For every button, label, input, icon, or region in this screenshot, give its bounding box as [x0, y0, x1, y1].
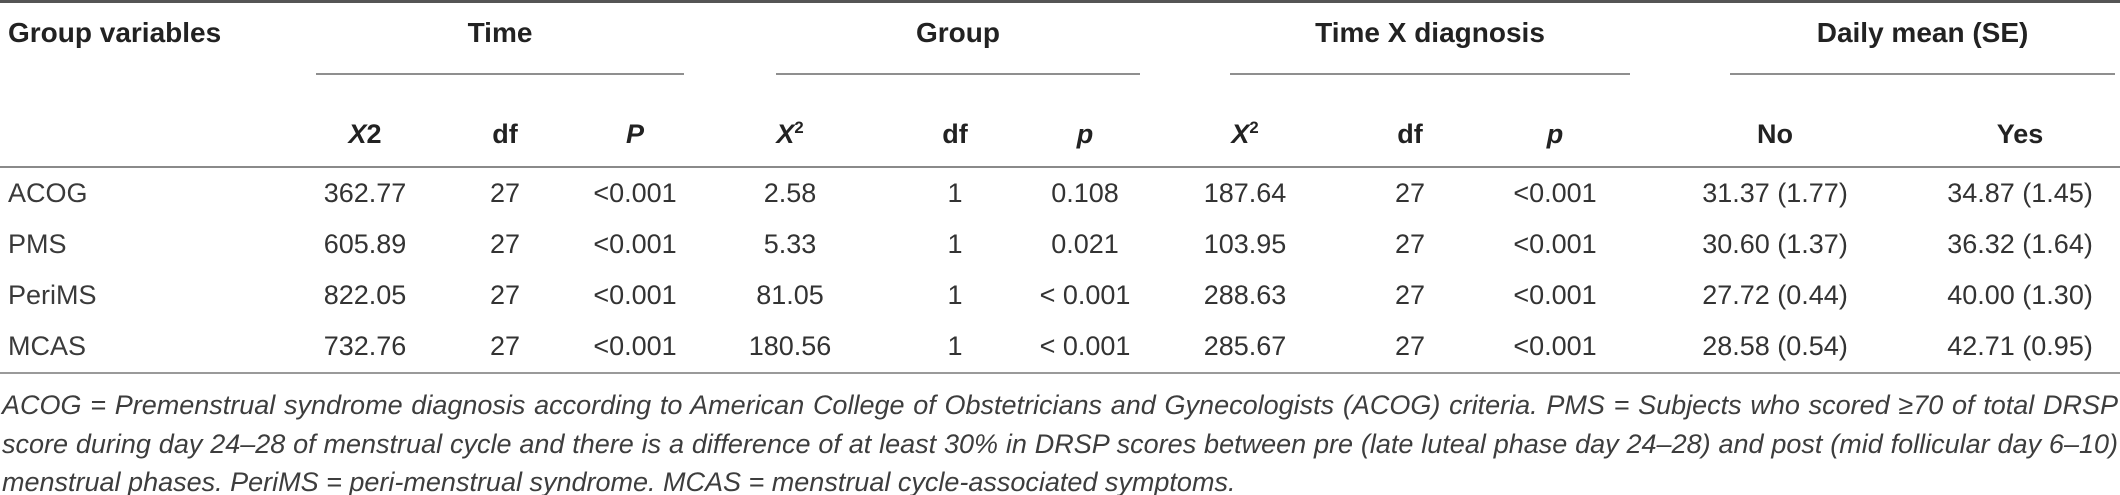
- cell-daily-no: 28.58 (0.54): [1630, 321, 1921, 374]
- cell-time-chi2: 732.76: [300, 321, 430, 374]
- row-label: ACOG: [8, 178, 88, 208]
- column-header-txd-chi2: X2: [1150, 75, 1340, 168]
- group-header-group: Group: [690, 2, 1150, 75]
- cell-time-df: 27: [489, 280, 521, 310]
- cell-time-df: 27: [489, 178, 521, 208]
- table-row-pms: PMS 605.89 27 <0.001 5.33 1 0.021 103.95…: [0, 219, 2120, 270]
- cell-daily-yes: 34.87 (1.45): [1947, 178, 2093, 208]
- cell-txd-p: <0.001: [1513, 178, 1597, 208]
- cell-group-chi2: 5.33: [763, 229, 817, 259]
- row-label: PeriMS: [8, 280, 97, 310]
- cell-group-chi2: 81.05: [756, 280, 824, 310]
- cell-time-p: <0.001: [593, 178, 677, 208]
- subheader-row: X2 df P X2 df p X2 df p No Yes: [0, 75, 2120, 168]
- cell-group-chi2: 180.56: [690, 321, 890, 374]
- cell-time-p: <0.001: [593, 280, 677, 310]
- group-header-time: Time: [300, 2, 690, 75]
- cell-txd-df: 27: [1394, 229, 1426, 259]
- table-row-perims: PeriMS 822.05 27 <0.001 81.05 1 < 0.001 …: [0, 270, 2120, 321]
- cell-txd-p: <0.001: [1480, 321, 1631, 374]
- cell-txd-chi2: 288.63: [1203, 280, 1287, 310]
- cell-daily-no: 31.37 (1.77): [1702, 178, 1848, 208]
- cell-group-df: 1: [947, 280, 963, 310]
- group-header-daily-label: Daily mean (SE): [1816, 17, 2029, 48]
- group-header-row: Group variables Time Group Time X diagno…: [0, 1, 2120, 168]
- cell-txd-chi2: 103.95: [1203, 229, 1287, 259]
- cell-time-df: 27: [430, 321, 580, 374]
- group-header-time-x-diagnosis: Time X diagnosis: [1150, 2, 1631, 75]
- column-header-time-p: P: [580, 75, 690, 168]
- cell-time-df: 27: [489, 229, 521, 259]
- column-header-time-chi2: X2: [300, 75, 430, 168]
- cell-group-df: 1: [947, 229, 963, 259]
- group-header-daily-mean: Daily mean (SE): [1630, 2, 2120, 75]
- column-header-txd-df: df: [1340, 75, 1480, 168]
- cell-daily-no: 27.72 (0.44): [1702, 280, 1848, 310]
- table-footnote: ACOG = Premenstrual syndrome diagnosis a…: [2, 390, 2118, 495]
- cell-group-p: 0.021: [1051, 229, 1119, 259]
- row-label: PMS: [8, 229, 67, 259]
- column-header-daily-yes: Yes: [1920, 75, 2120, 168]
- cell-txd-chi2: 187.64: [1203, 178, 1287, 208]
- cell-group-df: 1: [947, 178, 963, 208]
- cell-txd-chi2: 285.67: [1150, 321, 1340, 374]
- table-row-mcas: MCAS 732.76 27 <0.001 180.56 1 < 0.001 2…: [0, 321, 2120, 374]
- column-header-group-df: df: [890, 75, 1020, 168]
- cell-txd-df: 27: [1394, 280, 1426, 310]
- cell-time-chi2: 362.77: [323, 178, 407, 208]
- cell-daily-yes: 40.00 (1.30): [1947, 280, 2093, 310]
- group-header-time-label: Time: [467, 17, 533, 48]
- column-header-daily-no: No: [1630, 75, 1921, 168]
- cell-daily-yes: 36.32 (1.64): [1947, 229, 2093, 259]
- column-header-group-variables: Group variables: [0, 1, 300, 168]
- cell-group-chi2: 2.58: [763, 178, 817, 208]
- cell-group-p: < 0.001: [1020, 321, 1150, 374]
- row-label: MCAS: [0, 321, 300, 374]
- cell-txd-df: 27: [1394, 178, 1426, 208]
- table-row-acog: ACOG 362.77 27 <0.001 2.58 1 0.108 187.6…: [0, 167, 2120, 219]
- group-header-group-label: Group: [916, 17, 1000, 48]
- group-header-txd-label: Time X diagnosis: [1315, 17, 1545, 48]
- column-header-group-chi2: X2: [690, 75, 890, 168]
- cell-time-p: <0.001: [593, 229, 677, 259]
- cell-group-p: 0.108: [1051, 178, 1119, 208]
- cell-time-chi2: 822.05: [323, 280, 407, 310]
- cell-time-p: <0.001: [580, 321, 690, 374]
- cell-daily-yes: 42.71 (0.95): [1920, 321, 2120, 374]
- cell-group-df: 1: [890, 321, 1020, 374]
- cell-txd-p: <0.001: [1513, 229, 1597, 259]
- cell-time-chi2: 605.89: [323, 229, 407, 259]
- column-header-time-df: df: [430, 75, 580, 168]
- column-header-txd-p: p: [1480, 75, 1631, 168]
- statistics-table: Group variables Time Group Time X diagno…: [0, 0, 2120, 374]
- cell-txd-p: <0.001: [1513, 280, 1597, 310]
- cell-group-p: < 0.001: [1039, 280, 1131, 310]
- column-header-group-p: p: [1020, 75, 1150, 168]
- cell-daily-no: 30.60 (1.37): [1702, 229, 1848, 259]
- cell-txd-df: 27: [1340, 321, 1480, 374]
